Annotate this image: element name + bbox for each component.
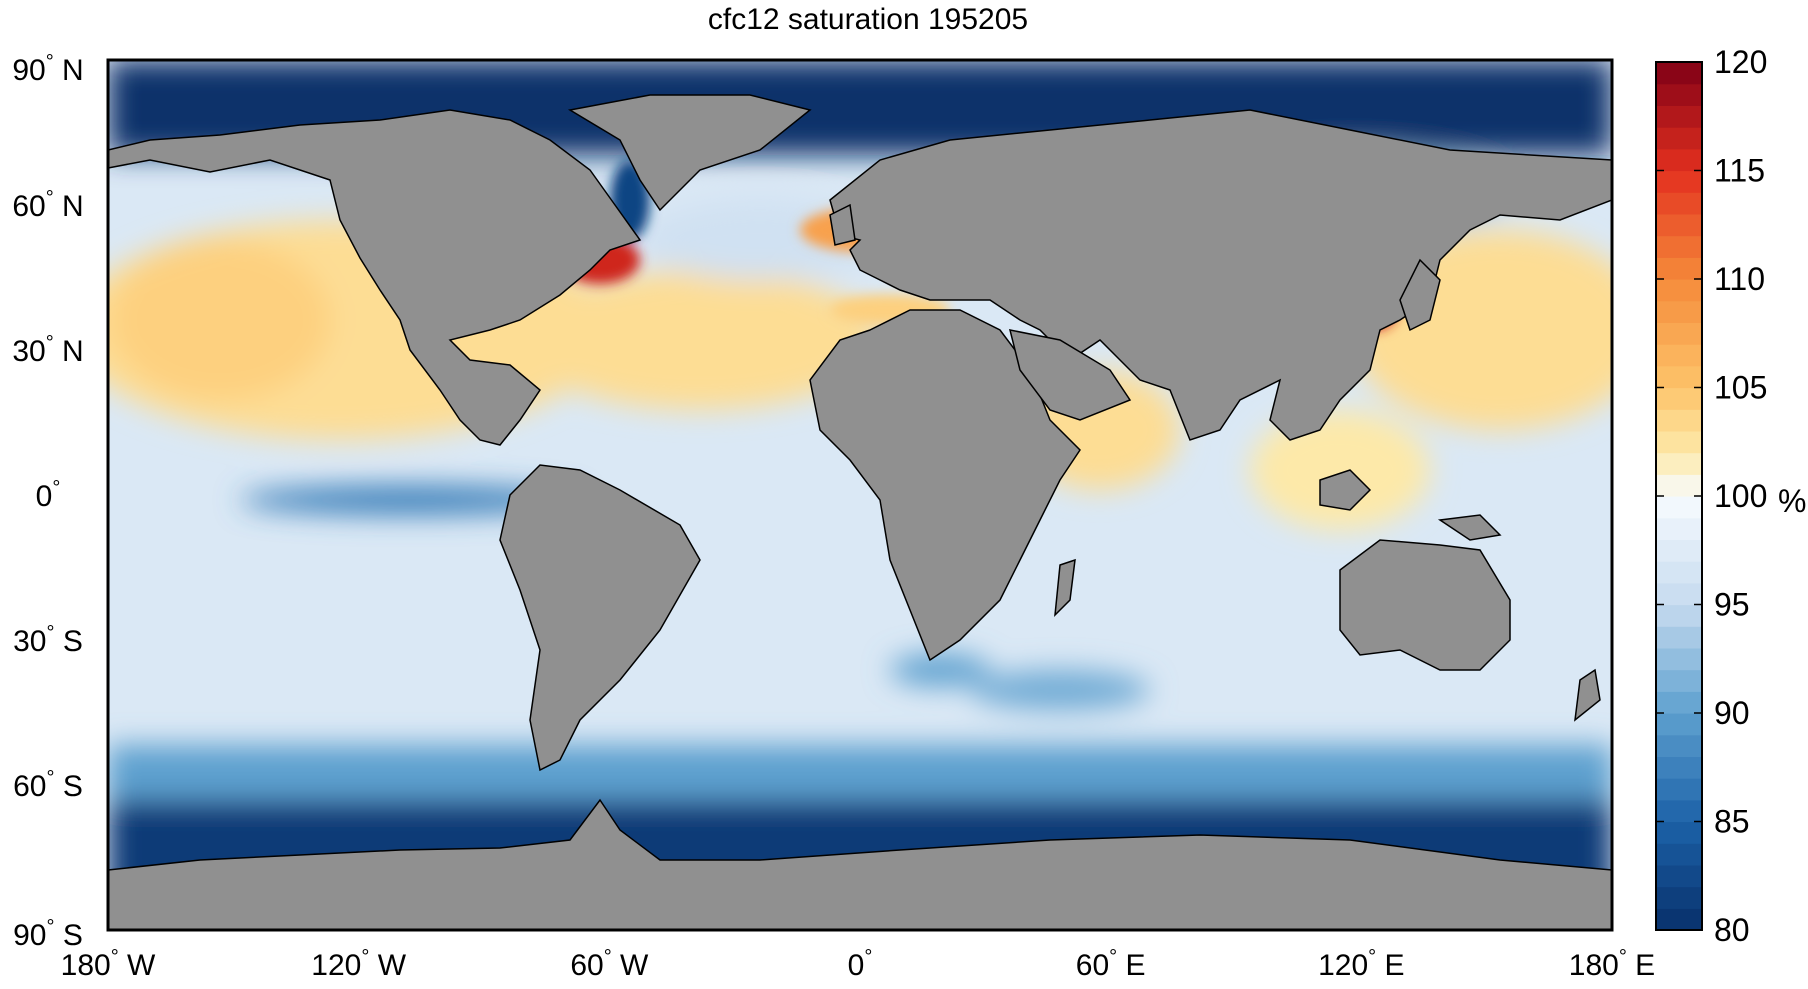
colorbar-step — [1656, 496, 1702, 519]
colorbar-step — [1656, 365, 1702, 389]
colorbar-step — [1656, 517, 1702, 540]
colorbar-step — [1656, 821, 1702, 844]
colorbar-step — [1656, 409, 1702, 432]
map-frame — [106, 58, 1614, 932]
agulhas-blue-patch — [890, 654, 990, 686]
colorbar-step — [1656, 582, 1702, 606]
colorbar-tick-label: 80 — [1714, 912, 1750, 948]
north-atlantic-subtropical — [520, 270, 880, 410]
colorbar-step — [1656, 430, 1702, 454]
colorbar-step — [1656, 626, 1702, 649]
colorbar-step — [1656, 734, 1702, 757]
colorbar-tick-label: 85 — [1714, 804, 1750, 840]
colorbar-tick-label: 105 — [1714, 370, 1767, 406]
british-isles-landmass — [829, 203, 856, 246]
colorbar-step — [1656, 778, 1702, 801]
colorbar-step — [1656, 843, 1702, 866]
longitude-tick-label: 120° E — [1318, 946, 1404, 982]
north-america-landmass — [108, 109, 642, 446]
eurasia-landmass — [829, 109, 1612, 441]
colorbar-tick-label: 100 — [1714, 478, 1767, 514]
longitude-tick-label: 60° E — [1076, 946, 1146, 982]
latitude-tick-label: 60° N — [12, 187, 83, 223]
colorbar-step — [1656, 713, 1702, 736]
longitude-tick-label: 180° E — [1569, 946, 1655, 982]
southern-ocean-band — [108, 745, 1612, 805]
latitude-tick-label: 90° S — [13, 916, 83, 952]
colorbar-step — [1656, 192, 1702, 215]
figure-title: cfc12 saturation 195205 — [708, 3, 1028, 36]
colorbar-step — [1656, 279, 1702, 302]
colorbar: 80 85 90 95 100 105 110 115 120 % — [1655, 44, 1806, 948]
colorbar-step — [1656, 127, 1702, 150]
borneo-landmass — [1319, 469, 1372, 511]
australia-landmass — [1339, 539, 1511, 671]
colorbar-step — [1656, 908, 1702, 931]
new-zealand-landmass — [1574, 668, 1601, 722]
colorbar-tick-label: 95 — [1714, 587, 1750, 623]
antarctica-landmass — [108, 798, 1612, 930]
colorbar-step — [1656, 170, 1702, 193]
arabia-landmass — [1008, 329, 1132, 421]
colorbar-step — [1656, 452, 1702, 475]
colorbar-step — [1656, 62, 1702, 85]
colorbar-tick-label: 90 — [1714, 695, 1750, 731]
africa-landmass — [809, 309, 1081, 662]
indian-ocean-blue-patch — [970, 670, 1150, 710]
japan-landmass — [1399, 258, 1441, 332]
latitude-tick-label: 0° — [36, 477, 61, 513]
colorbar-step — [1656, 257, 1702, 280]
longitude-tick-label: 180° W — [61, 946, 156, 982]
colorbar-tick-label: 110 — [1714, 261, 1765, 297]
north-pacific-central — [110, 240, 330, 400]
colorbar-step — [1656, 647, 1702, 671]
colorbar-step — [1656, 322, 1702, 345]
longitude-labels: 180° W 120° W 60° W 0° 60° E 120° E 180° E — [61, 946, 1656, 982]
colorbar-step — [1656, 539, 1702, 562]
longitude-tick-label: 120° W — [311, 946, 406, 982]
colorbar-step — [1656, 387, 1702, 410]
latitude-tick-label: 60° S — [13, 767, 83, 803]
colorbar-step — [1656, 561, 1702, 584]
colorbar-tick-label: 115 — [1714, 153, 1765, 189]
colorbar-steps — [1656, 62, 1702, 931]
latitude-tick-label: 30° S — [13, 622, 83, 658]
colorbar-step — [1656, 148, 1702, 172]
equatorial-pacific-cold-tongue — [240, 486, 580, 514]
colorbar-step — [1656, 105, 1702, 128]
maritime-continent-region — [1250, 410, 1430, 530]
colorbar-step — [1656, 213, 1702, 237]
colorbar-step — [1656, 344, 1702, 367]
madagascar-landmass — [1054, 558, 1076, 618]
colorbar-tick-label: 120 — [1714, 44, 1767, 80]
greenland-landmass — [567, 94, 812, 212]
colorbar-step — [1656, 799, 1702, 823]
colorbar-unit-label: % — [1778, 483, 1806, 519]
colorbar-step — [1656, 300, 1702, 323]
colorbar-step — [1656, 886, 1702, 909]
longitude-tick-label: 0° — [848, 946, 873, 982]
colorbar-tick-labels: 80 85 90 95 100 105 110 115 120 — [1656, 44, 1767, 948]
colorbar-step — [1656, 474, 1702, 497]
colorbar-step — [1656, 604, 1702, 627]
colorbar-step — [1656, 691, 1702, 714]
colorbar-step — [1656, 864, 1702, 888]
colorbar-step — [1656, 235, 1702, 258]
colorbar-step — [1656, 83, 1702, 106]
land-layer — [108, 94, 1612, 930]
colorbar-step — [1656, 756, 1702, 779]
longitude-tick-label: 60° W — [570, 946, 649, 982]
new-guinea-landmass — [1437, 514, 1502, 541]
latitude-tick-label: 90° N — [12, 51, 83, 87]
latitude-tick-label: 30° N — [12, 332, 83, 368]
colorbar-step — [1656, 669, 1702, 692]
latitude-labels: 90° N 60° N 30° N 0° 30° S 60° S 90° S — [12, 51, 83, 952]
south-america-landmass — [499, 464, 701, 772]
